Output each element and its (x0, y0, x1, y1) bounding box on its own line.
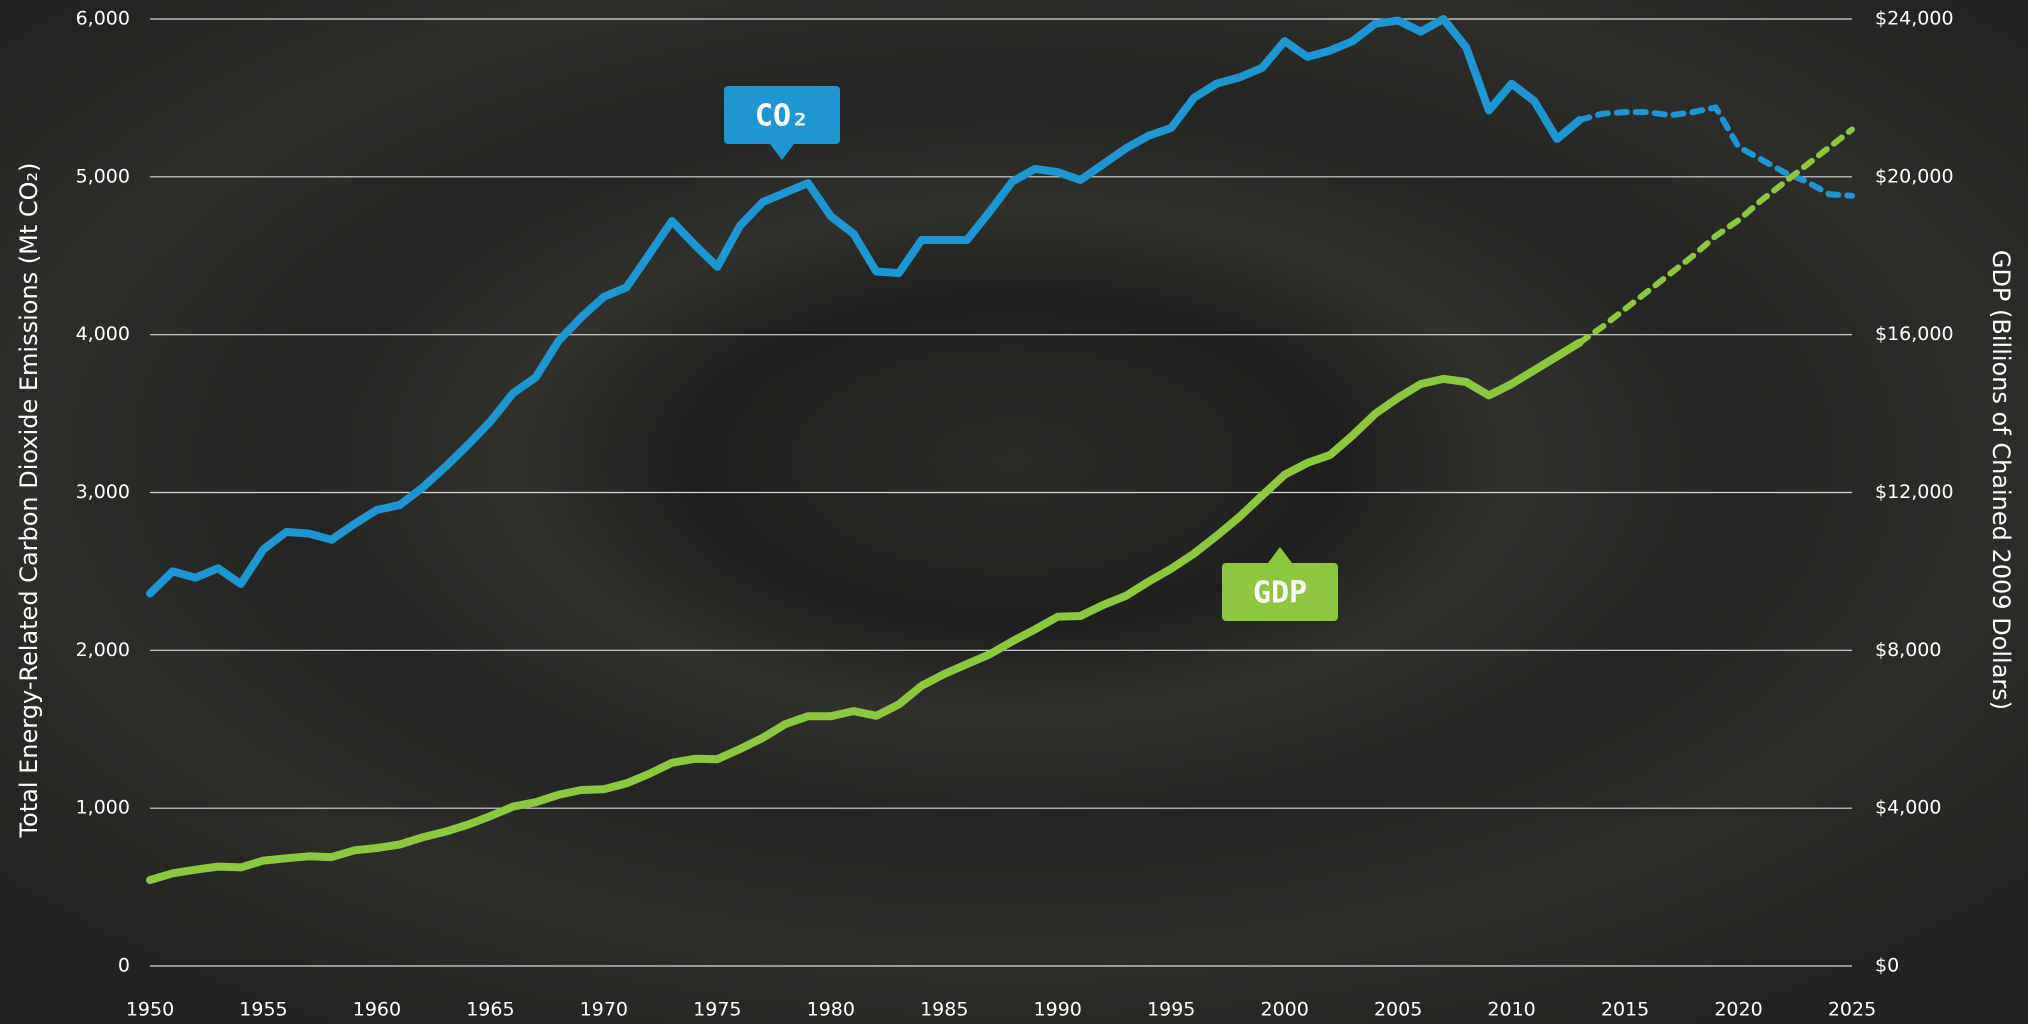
series-callout: GDP (1222, 547, 1338, 621)
x-tick-label: 1960 (353, 999, 401, 1021)
x-tick-label: 1975 (693, 999, 741, 1021)
y-axis-title: Total Energy-Related Carbon Dioxide Emis… (15, 162, 43, 838)
x-tick-label: 2020 (1714, 999, 1762, 1021)
projection-line (1576, 126, 1855, 346)
y-tick-label: 3,000 (76, 481, 130, 503)
x-tick-label: 2000 (1260, 999, 1308, 1021)
projection-line (1576, 104, 1855, 199)
y2-tick-label: $0 (1875, 955, 1899, 977)
y-tick-label: 1,000 (76, 797, 130, 819)
x-tick-label: 1955 (239, 999, 287, 1021)
x-tick-label: 2015 (1601, 999, 1649, 1021)
callout-box (1222, 563, 1338, 621)
callout-pointer (1268, 547, 1292, 563)
y2-axis-title: GDP (Billions of Chained 2009 Dollars) (1987, 250, 2015, 710)
series-callout: CO₂ (724, 86, 840, 160)
x-tick-label: 1970 (580, 999, 628, 1021)
y-tick-label: 2,000 (76, 639, 130, 661)
x-tick-label: 1980 (807, 999, 855, 1021)
y2-tick-label: $12,000 (1875, 481, 1954, 503)
y2-tick-label: $8,000 (1875, 639, 1941, 661)
callout-box (724, 86, 840, 144)
y2-tick-label: $20,000 (1875, 165, 1954, 187)
y-tick-label: 5,000 (76, 165, 130, 187)
series-line (146, 15, 1584, 598)
x-tick-label: 1985 (920, 999, 968, 1021)
legend-label: CO₂ (755, 99, 809, 134)
callout-pointer (770, 144, 794, 160)
legend-label: GDP (1253, 576, 1307, 611)
x-tick-label: 1990 (1034, 999, 1082, 1021)
y2-tick-label: $24,000 (1875, 8, 1954, 30)
y2-tick-label: $16,000 (1875, 323, 1954, 345)
x-tick-label: 1995 (1147, 999, 1195, 1021)
y-tick-label: 6,000 (76, 8, 130, 30)
x-tick-label: 2005 (1374, 999, 1422, 1021)
series-line (146, 338, 1584, 884)
y-tick-label: 4,000 (76, 323, 130, 345)
x-tick-label: 2010 (1487, 999, 1535, 1021)
x-tick-label: 2025 (1828, 999, 1876, 1021)
y2-tick-label: $4,000 (1875, 797, 1941, 819)
x-tick-label: 1950 (126, 999, 174, 1021)
y-tick-label: 0 (118, 955, 130, 977)
x-tick-label: 1965 (466, 999, 514, 1021)
